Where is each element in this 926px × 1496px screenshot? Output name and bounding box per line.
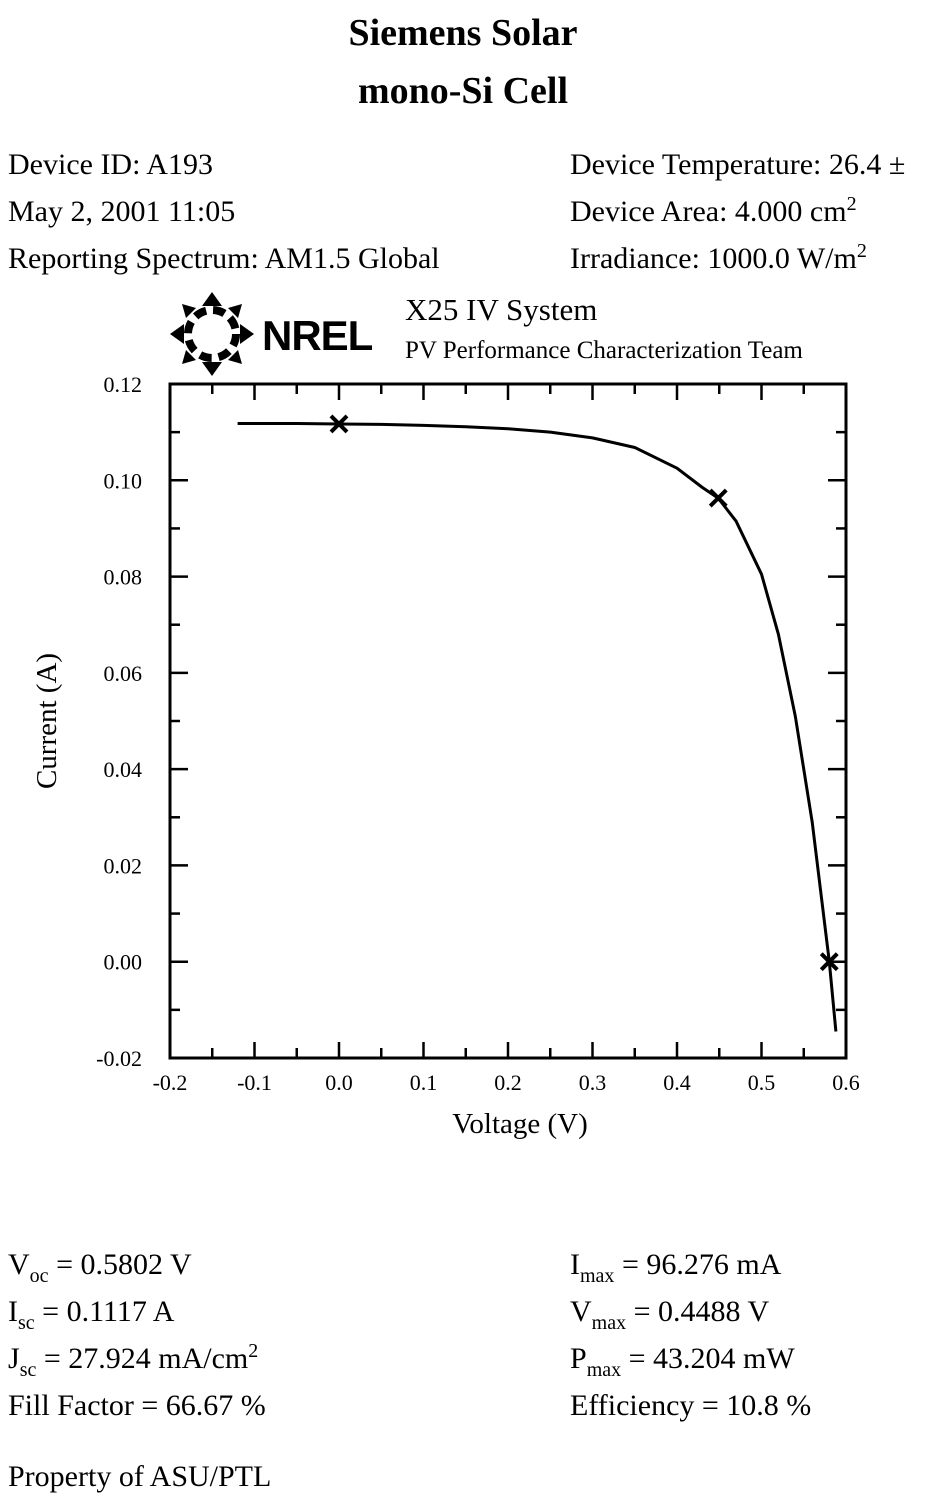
y-tick-labels: 0.12 0.10 0.08 0.06 0.04 0.02 0.00 -0.02 bbox=[96, 372, 142, 1071]
iv-curve-line bbox=[237, 422, 838, 1032]
x-tick-label: 0.3 bbox=[579, 1070, 607, 1095]
pmax-symbol: P bbox=[570, 1342, 587, 1375]
vmax-result: Vmax = 0.4488 V bbox=[570, 1295, 770, 1334]
x-tick-label: 0.2 bbox=[494, 1070, 522, 1095]
reporting-spectrum: Reporting Spectrum: AM1.5 Global bbox=[8, 242, 440, 275]
jsc-symbol: J bbox=[8, 1342, 20, 1375]
y-tick-label: 0.06 bbox=[104, 661, 143, 686]
x-tick-label: 0.0 bbox=[325, 1070, 353, 1095]
y-tick-label: 0.12 bbox=[104, 372, 143, 397]
system-name: X25 IV System bbox=[405, 292, 597, 327]
x-axis-title: Voltage (V) bbox=[452, 1108, 588, 1140]
voc-value: = 0.5802 V bbox=[48, 1248, 192, 1281]
irradiance: Irradiance: 1000.0 W/m2 bbox=[570, 241, 867, 275]
imax-symbol: I bbox=[570, 1248, 580, 1281]
irradiance-exponent: 2 bbox=[856, 240, 867, 262]
key-point-markers bbox=[329, 414, 839, 972]
plot-frame bbox=[168, 382, 848, 1060]
measurement-date: May 2, 2001 11:05 bbox=[8, 195, 236, 228]
efficiency-result: Efficiency = 10.8 % bbox=[570, 1389, 812, 1422]
x-marker bbox=[819, 952, 839, 972]
y-tick-label: 0.08 bbox=[104, 565, 143, 590]
x-marker-stroke bbox=[819, 952, 839, 972]
jsc-value: = 27.924 mA/cm bbox=[36, 1342, 249, 1375]
isc-value: = 0.1117 A bbox=[34, 1295, 175, 1328]
y-tick-label: -0.02 bbox=[96, 1046, 142, 1071]
x-axis-ticks bbox=[168, 384, 848, 1058]
nrel-logo-text: NREL bbox=[262, 312, 373, 359]
imax-result: Imax = 96.276 mA bbox=[570, 1248, 782, 1287]
x-marker bbox=[329, 414, 349, 434]
y-axis-ticks bbox=[170, 382, 846, 1060]
x-tick-labels: -0.2 -0.1 0.0 0.1 0.2 0.3 0.4 0.5 0.6 bbox=[153, 1070, 860, 1095]
jsc-exponent: 2 bbox=[248, 1340, 259, 1362]
x-tick-label: 0.4 bbox=[663, 1070, 691, 1095]
device-temperature: Device Temperature: 26.4 ± bbox=[570, 148, 906, 181]
y-tick-label: 0.10 bbox=[104, 468, 143, 493]
pmax-result: Pmax = 43.204 mW bbox=[570, 1342, 795, 1381]
imax-value: = 96.276 mA bbox=[614, 1248, 782, 1281]
y-axis-title: Current (A) bbox=[31, 653, 63, 789]
imax-subscript: max bbox=[580, 1265, 615, 1287]
team-name: PV Performance Characterization Team bbox=[405, 337, 803, 364]
pmax-subscript: max bbox=[586, 1359, 622, 1381]
nrel-logo bbox=[170, 292, 254, 376]
isc-subscript: sc bbox=[18, 1312, 35, 1334]
device-area-exponent: 2 bbox=[846, 193, 857, 215]
iv-curve-chart: NREL X25 IV System PV Performance Charac… bbox=[31, 292, 860, 1140]
x-tick-label: 0.1 bbox=[410, 1070, 438, 1095]
fill-factor-result: Fill Factor = 66.67 % bbox=[8, 1389, 266, 1422]
y-tick-label: 0.04 bbox=[104, 757, 143, 782]
x-tick-label: 0.5 bbox=[748, 1070, 776, 1095]
device-area-label: Device Area: 4.000 cm bbox=[570, 195, 847, 228]
voc-result: Voc = 0.5802 V bbox=[8, 1248, 192, 1287]
chart-title-line2: mono-Si Cell bbox=[357, 70, 569, 112]
vmax-symbol: V bbox=[570, 1295, 592, 1328]
x-tick-label: -0.2 bbox=[153, 1070, 188, 1095]
pmax-value: = 43.204 mW bbox=[621, 1342, 795, 1375]
jsc-result: Jsc = 27.924 mA/cm2 bbox=[8, 1341, 258, 1380]
isc-symbol: I bbox=[8, 1295, 18, 1328]
chart-title-line1: Siemens Solar bbox=[348, 12, 578, 54]
device-area: Device Area: 4.000 cm2 bbox=[570, 194, 857, 228]
jsc-subscript: sc bbox=[19, 1359, 37, 1381]
vmax-subscript: max bbox=[591, 1312, 627, 1334]
footer-property: Property of ASU/PTL bbox=[8, 1460, 272, 1493]
x-marker-stroke bbox=[329, 414, 349, 434]
x-marker-stroke bbox=[708, 488, 728, 508]
iv-series bbox=[237, 422, 838, 1032]
voc-symbol: V bbox=[8, 1248, 30, 1281]
x-tick-label: 0.6 bbox=[832, 1070, 860, 1095]
vmax-value: = 0.4488 V bbox=[626, 1295, 770, 1328]
y-tick-label: 0.00 bbox=[104, 950, 143, 975]
device-id: Device ID: A193 bbox=[8, 148, 213, 181]
voc-subscript: oc bbox=[29, 1265, 49, 1287]
x-marker bbox=[708, 488, 728, 508]
y-tick-label: 0.02 bbox=[104, 853, 143, 878]
plot-area bbox=[168, 382, 848, 1060]
x-tick-label: -0.1 bbox=[237, 1070, 272, 1095]
irradiance-label: Irradiance: 1000.0 W/m bbox=[570, 242, 857, 275]
isc-result: Isc = 0.1117 A bbox=[8, 1295, 175, 1334]
